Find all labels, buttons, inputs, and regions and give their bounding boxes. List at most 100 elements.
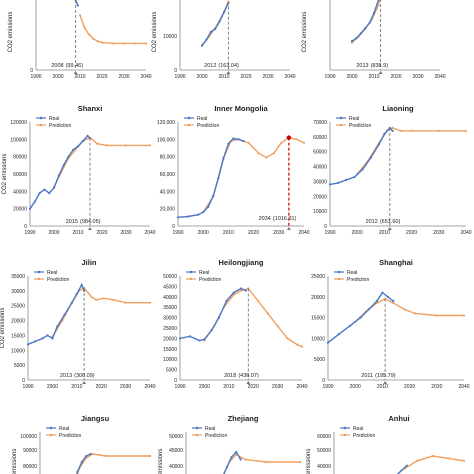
y-tick-label: 50000 [169,434,183,440]
prediction-series-point [435,314,438,317]
prediction-series-point [92,37,95,40]
peak-year-label: 2008 [51,63,63,69]
prediction-series-point [264,460,267,464]
prediction-series-point [91,452,94,456]
peak-year-label: 2034 [259,216,271,222]
real-series-point [46,334,49,337]
x-tick-label: 2010 [218,74,229,80]
y-tick-label: 120,000 [157,120,175,126]
real-series-point [361,168,364,171]
y-tick-label: 0 [322,378,325,384]
prediction-series-point [96,40,99,43]
real-series-point [239,287,243,290]
real-series-point [222,157,225,160]
y-tick-label: 0 [172,224,175,230]
prediction-series-point [266,312,269,315]
prediction-series-line [397,455,465,474]
peak-arrow [82,381,87,384]
x-tick-label: 2000 [352,230,363,236]
y-axis-label: CO2 emissions [8,12,14,53]
prediction-series-point [144,42,148,45]
prediction-series-point [399,129,402,132]
legend-real-label: Real [49,116,59,122]
y-tick-label: 40,000 [160,189,176,195]
prediction-series-point [462,314,466,317]
real-series-point [198,339,201,342]
x-tick-label: 1990 [174,74,185,80]
x-tick-label: 2030 [262,74,273,80]
prediction-series-point [272,152,275,155]
prediction-series-line [356,127,466,175]
y-tick-label: 30000 [163,316,177,322]
real-series-point [364,27,367,30]
x-tick-label: 1990 [324,230,335,236]
x-tick-label: 2030 [272,384,283,390]
prediction-series-point [431,454,434,458]
real-series-point [63,313,66,316]
prediction-series-point [302,141,306,144]
y-tick-label: 0 [22,378,25,384]
chart-title: Jiangsu [81,414,110,423]
y-tick-label: 35000 [11,274,25,280]
legend-prediction-label: Prediction [353,433,375,439]
peak-value-label: (99.46) [66,63,84,69]
x-tick-label: 1990 [22,384,33,390]
peak-year-label: 2018 [224,373,236,379]
y-tick-label: 10000 [163,34,177,40]
peak-arrow [73,71,78,74]
peak-value-label: (163.04) [218,63,239,69]
peak-year-label: 2013 [60,373,72,379]
x-tick-label: 2000 [350,384,361,390]
y-axis-label: CO2 emissions [152,12,158,53]
x-tick-label: 2040 [460,230,471,236]
prediction-series-point [148,144,152,147]
legend-real-label: Real [349,116,359,122]
chart-panel: HeilongjiangRealPrediction50000450004000… [163,258,308,390]
prediction-series-point [276,324,279,327]
prediction-series-point [416,459,419,462]
y-axis-label: emissions [12,449,18,474]
real-series-point [187,215,190,218]
prediction-series-point [96,142,99,145]
legend-real-label: Real [199,270,209,276]
real-series-point [369,156,372,159]
x-tick-label: 2000 [48,230,59,236]
real-series-point [214,27,217,31]
peak-value-label: (836.9) [371,63,389,69]
prediction-series-point [148,301,152,304]
real-series-point [383,132,386,135]
legend-prediction-label: Prediction [47,277,69,283]
x-tick-label: 2030 [273,230,284,236]
prediction-series-point [295,138,298,141]
prediction-series-point [83,26,86,29]
legend-real-marker [49,426,53,430]
x-tick-label: 2030 [118,74,129,80]
y-tick-label: 0 [324,224,327,230]
y-tick-label: 15000 [11,333,25,339]
prediction-series-point [265,156,268,159]
y-tick-label: 120000 [10,120,27,126]
chart-title: Shanxi [78,104,103,113]
peak-arrow [383,381,388,384]
prediction-series-point [122,42,126,45]
real-series-point [212,194,215,197]
peak-arrow [88,227,92,230]
real-series-point [337,181,340,184]
prediction-series-point [105,144,108,147]
peak-year-label: 2012 [366,219,378,225]
legend-prediction-label: Prediction [349,123,371,129]
real-series-point [368,21,371,24]
x-tick-label: 2030 [120,384,131,390]
real-series-point [348,324,351,327]
chart-panel: CO2 emissions 1990 2000 2010 2020 2030 2040 201… [302,0,446,80]
y-tick-label: 25000 [11,304,25,310]
real-series-point [75,292,78,295]
y-tick-label: 10000 [163,357,177,363]
real-series-point [232,291,235,294]
y-tick-label: 20000 [313,194,327,200]
real-series-point [353,175,356,179]
x-tick-label: 2010 [72,230,83,236]
real-series-point [375,299,379,303]
real-series-point [232,137,235,140]
